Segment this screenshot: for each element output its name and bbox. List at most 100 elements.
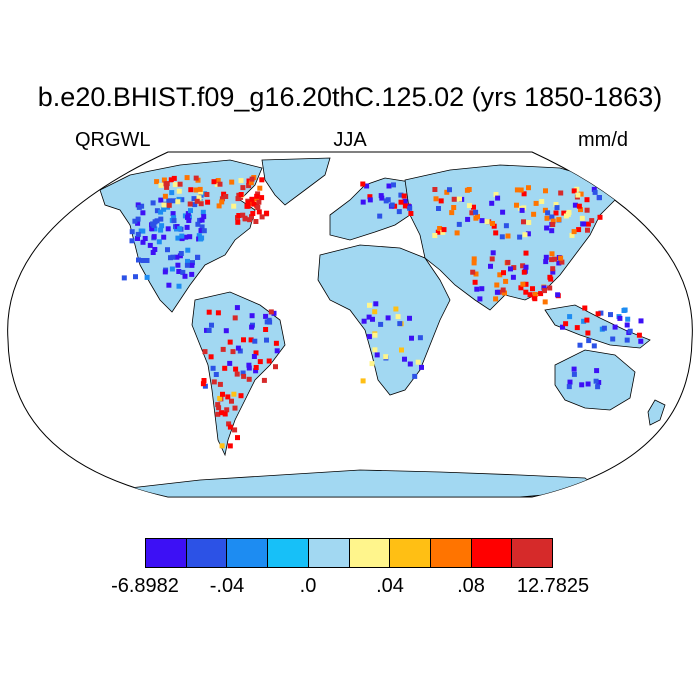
anomaly-cell [204, 327, 209, 333]
anomaly-cell [175, 262, 181, 268]
anomaly-cell [638, 338, 644, 344]
anomaly-cell [377, 213, 383, 219]
anomaly-cell [171, 218, 177, 224]
anomaly-cell [273, 364, 278, 370]
anomaly-cell [477, 296, 483, 302]
colorbar-box [146, 539, 187, 567]
anomaly-cell [246, 183, 252, 189]
anomaly-cell [147, 242, 153, 248]
anomaly-cell [577, 342, 583, 348]
anomaly-cell [484, 219, 490, 225]
anomaly-cell [364, 183, 370, 189]
anomaly-cell [470, 269, 476, 275]
anomaly-cell [176, 188, 182, 194]
anomaly-cell [166, 202, 172, 208]
anomaly-cell [624, 337, 630, 343]
anomaly-cell [610, 336, 616, 342]
anomaly-cell [202, 349, 208, 355]
anomaly-cell [150, 200, 156, 206]
anomaly-cell [175, 235, 181, 241]
anomaly-cell [591, 343, 597, 349]
anomaly-cell [206, 309, 212, 315]
anomaly-cell [494, 282, 500, 288]
anomaly-cell [499, 234, 505, 240]
anomaly-cell [555, 292, 561, 298]
anomaly-cell [246, 362, 252, 368]
anomaly-cell [129, 229, 135, 235]
greenland [261, 157, 331, 206]
anomaly-cell [179, 233, 185, 239]
africa [317, 244, 451, 396]
anomaly-cell [508, 266, 513, 272]
anomaly-cell [571, 188, 577, 194]
anomaly-cell [595, 384, 601, 390]
anomaly-cell [395, 314, 401, 320]
anomaly-cell [183, 234, 189, 240]
anomaly-cell [553, 202, 559, 207]
anomaly-cell [505, 233, 511, 239]
anomaly-cell [189, 262, 195, 268]
anomaly-cell [579, 215, 585, 221]
anomaly-cell [514, 202, 519, 208]
anomaly-cell [197, 186, 203, 192]
anomaly-cell [385, 315, 391, 321]
anomaly-cell [440, 229, 446, 235]
anomaly-cell [219, 443, 225, 449]
anomaly-cell [215, 402, 221, 408]
anomaly-cell [447, 187, 452, 193]
anomaly-cell [576, 227, 582, 233]
anomaly-cell [215, 411, 221, 417]
anomaly-cell [242, 216, 248, 222]
anomaly-cell [563, 321, 569, 327]
anomaly-cell [211, 179, 217, 185]
anomaly-cell [244, 203, 250, 209]
anomaly-cell [226, 421, 232, 427]
anomaly-cell [518, 285, 524, 291]
anomaly-cell [495, 195, 501, 201]
anomaly-cell [415, 359, 421, 365]
anomaly-cell [144, 274, 150, 280]
anomaly-cell [549, 251, 555, 257]
anomaly-cell [159, 223, 165, 229]
anomaly-cell [520, 281, 526, 287]
anomaly-cell [222, 411, 228, 417]
anomaly-cell [510, 274, 516, 280]
anomaly-cell [195, 255, 201, 260]
anomaly-cell [366, 334, 372, 340]
anomaly-cell [433, 196, 439, 202]
anomaly-cell [407, 361, 413, 367]
anomaly-cell [456, 221, 462, 227]
anomaly-cell [579, 382, 585, 388]
anomaly-cell [136, 204, 142, 210]
anomaly-cell [201, 214, 207, 220]
anomaly-cell [206, 328, 212, 333]
anomaly-cell [539, 199, 545, 204]
anomaly-cell [409, 335, 414, 341]
anomaly-cell [545, 210, 551, 216]
anomaly-cell [436, 206, 441, 211]
anomaly-cell [229, 398, 234, 404]
anomaly-cell [617, 315, 623, 321]
anomaly-cell [135, 236, 140, 241]
anomaly-cell [189, 271, 195, 277]
anomaly-cell [527, 292, 533, 298]
anomaly-cell [232, 315, 238, 321]
anomaly-cell [140, 239, 146, 245]
anomaly-cell [522, 232, 528, 238]
anomaly-cell [500, 209, 506, 215]
anomaly-cell [268, 309, 274, 315]
anomaly-cell [158, 209, 164, 215]
anomaly-cell [178, 251, 184, 256]
anomaly-cell [245, 200, 251, 206]
season-label: JJA [333, 129, 367, 151]
anomaly-cell [133, 274, 138, 280]
anomaly-cell [544, 225, 550, 231]
anomaly-cell [533, 200, 539, 206]
anomaly-cell [493, 296, 499, 302]
anomaly-cell [163, 181, 169, 187]
anomaly-cell [264, 337, 269, 343]
anomaly-cell [259, 214, 265, 220]
anomaly-cell [578, 207, 583, 213]
anomaly-cell [231, 203, 237, 209]
anomaly-cell [407, 205, 413, 211]
